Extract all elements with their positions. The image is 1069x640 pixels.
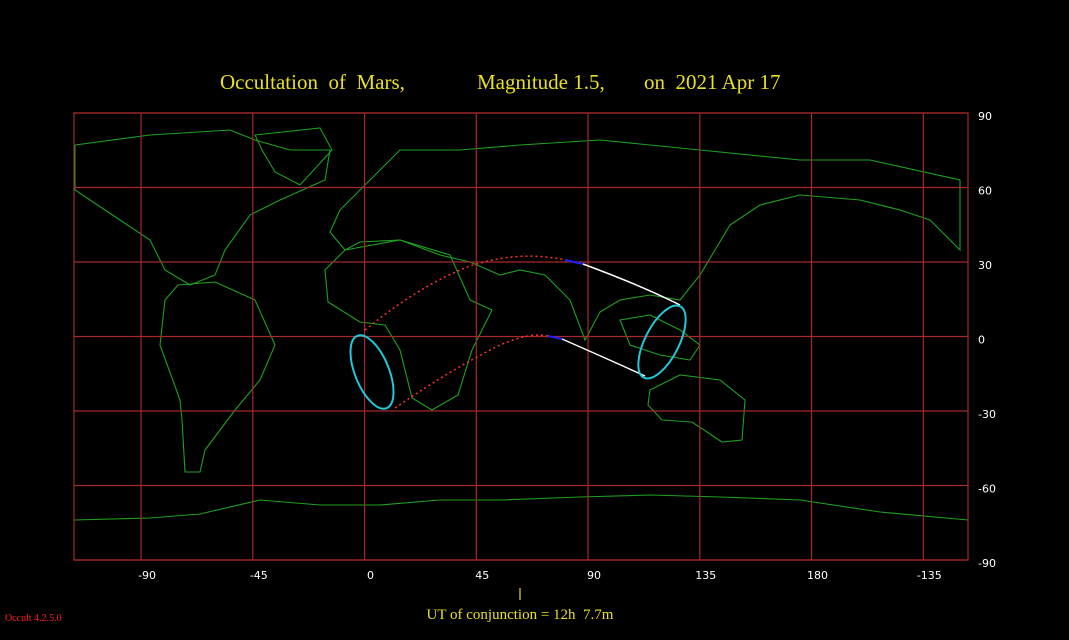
y-tick-label: 30 [978,259,992,272]
y-tick-label: -30 [978,408,996,421]
conjunction-time: UT of conjunction = 12h 7.7m [427,607,614,623]
path-limit-north [564,259,584,265]
shadow-ellipse [349,334,395,410]
title: Magnitude 1.5, [477,70,605,94]
coastline [324,239,493,411]
coastline [254,127,333,186]
path-limit-south [394,334,549,409]
x-tick-label: 45 [475,569,489,582]
y-tick-label: 90 [978,110,992,123]
coastlines [73,127,969,521]
y-tick-label: 0 [978,334,985,347]
coastline [619,314,701,361]
coastline [74,129,331,286]
y-tick-label: -90 [978,557,996,570]
coastline [159,281,276,473]
x-tick-label: -90 [138,569,156,582]
path-limit-north [364,255,566,331]
map-frame [73,112,969,561]
graticule [74,112,968,561]
x-tick-label: -135 [917,569,942,582]
path-limit-south [547,335,563,340]
coastline [73,494,969,521]
title: Occultation of Mars, [220,70,405,94]
title: on 2021 Apr 17 [644,70,781,94]
x-tick-label: 0 [367,569,374,582]
y-tick-label: -60 [978,483,996,496]
version: Occult 4.2.5.0 [5,613,62,624]
coastline [329,139,961,342]
coastline [647,374,746,443]
x-tick-label: 90 [587,569,601,582]
shadow-ellipse [637,304,687,380]
occultation-path [349,255,687,410]
path-limit-south [561,338,646,377]
y-tick-label: 60 [978,185,992,198]
x-tick-label: 135 [695,569,716,582]
x-tick-label: 180 [807,569,828,582]
path-limit-north [582,263,681,306]
x-tick-label: -45 [250,569,268,582]
